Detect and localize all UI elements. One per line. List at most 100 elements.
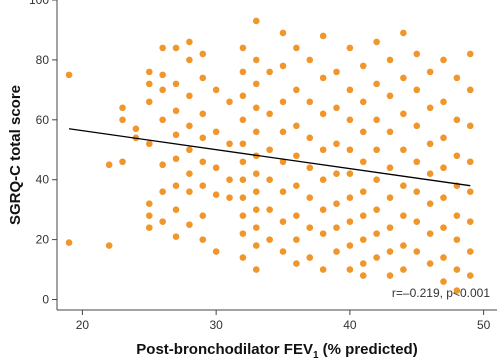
point — [466, 86, 474, 94]
point — [440, 164, 447, 172]
point — [400, 74, 407, 82]
x-tick-label: 20 — [76, 318, 90, 332]
point — [65, 71, 73, 79]
point — [373, 254, 380, 261]
point — [453, 287, 461, 294]
point — [226, 98, 233, 106]
point — [266, 236, 273, 243]
point — [426, 200, 434, 207]
point — [306, 134, 314, 142]
point — [105, 161, 113, 169]
point — [252, 266, 260, 273]
point — [252, 56, 260, 64]
point — [373, 146, 380, 154]
point — [293, 44, 300, 52]
point — [252, 224, 260, 231]
point — [319, 266, 327, 273]
point — [279, 62, 287, 70]
point — [453, 116, 461, 124]
point — [239, 92, 247, 100]
point — [453, 212, 461, 219]
point — [252, 80, 260, 88]
point — [199, 134, 207, 142]
point — [453, 236, 461, 243]
point — [252, 206, 260, 213]
y-tick-label: 60 — [36, 113, 50, 127]
point — [426, 170, 434, 178]
point — [359, 212, 367, 219]
point — [386, 248, 394, 255]
point — [413, 218, 421, 225]
point — [145, 212, 153, 219]
y-tick-label: 100 — [29, 0, 49, 7]
point — [252, 104, 260, 112]
point — [252, 128, 260, 136]
point — [199, 158, 207, 166]
point — [373, 206, 380, 213]
point — [346, 146, 354, 154]
point — [239, 140, 247, 148]
point — [306, 98, 314, 106]
point — [279, 128, 287, 136]
point — [186, 221, 193, 228]
point — [333, 140, 340, 148]
point — [426, 230, 434, 237]
point — [373, 176, 380, 184]
point — [279, 248, 287, 255]
point — [279, 29, 287, 37]
point — [279, 98, 287, 106]
point — [306, 164, 314, 172]
point — [413, 122, 421, 130]
point — [145, 98, 153, 106]
point — [226, 176, 233, 184]
point — [172, 233, 180, 240]
point — [346, 44, 354, 52]
point — [333, 68, 340, 76]
point — [212, 191, 220, 198]
point — [359, 236, 367, 243]
point — [373, 38, 380, 46]
point — [266, 206, 273, 213]
x-label-main: Post-bronchodilator FEV — [136, 341, 313, 358]
point — [466, 122, 474, 130]
point — [119, 116, 126, 124]
point — [199, 110, 207, 118]
point — [359, 98, 367, 106]
point — [239, 116, 247, 124]
point — [172, 80, 180, 88]
point — [306, 194, 314, 201]
point — [333, 224, 340, 231]
x-label-sub: 1 — [313, 350, 319, 361]
point — [186, 170, 193, 178]
point — [386, 128, 394, 136]
point — [212, 164, 220, 172]
point — [159, 44, 166, 52]
point — [413, 86, 421, 94]
point — [119, 104, 126, 112]
point — [426, 104, 434, 112]
point — [65, 239, 73, 246]
point — [266, 176, 273, 184]
point — [333, 170, 340, 178]
point — [386, 224, 394, 231]
point — [386, 272, 394, 279]
point — [306, 224, 314, 231]
point — [319, 176, 327, 184]
point — [105, 242, 113, 249]
y-tick-label: 20 — [36, 233, 50, 247]
point — [319, 110, 327, 118]
point — [159, 71, 166, 79]
point — [186, 92, 193, 100]
point — [453, 266, 461, 273]
point — [266, 110, 273, 118]
point — [319, 74, 327, 82]
point — [186, 188, 193, 195]
point — [279, 218, 287, 225]
point — [359, 62, 367, 70]
point — [172, 107, 180, 115]
point — [239, 44, 247, 52]
point — [466, 248, 474, 255]
point — [466, 188, 474, 195]
point — [453, 152, 461, 160]
